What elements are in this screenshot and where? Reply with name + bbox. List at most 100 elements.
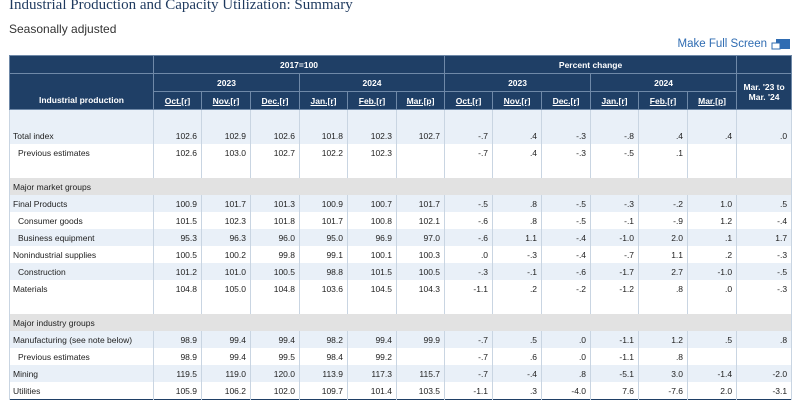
row-label-header: Industrial production [9, 73, 154, 110]
data-row: Previous estimates 98.9 99.4 99.5 98.4 99.2 -.… [9, 348, 793, 365]
month-label: Jan.[r] [601, 95, 628, 106]
empty-cell [395, 161, 446, 178]
month-label: Feb.[r] [649, 95, 677, 106]
row-label: Consumer goods [9, 212, 154, 229]
empty-cell [736, 109, 793, 127]
value-cell: .1 [638, 144, 689, 161]
empty-cell [541, 161, 592, 178]
value-cell: -.1 [590, 212, 640, 229]
month-header: Feb.[r] [347, 91, 397, 110]
value-cell: -.3 [590, 195, 640, 212]
group-header: Percent change [444, 55, 738, 74]
data-row: Manufacturing (see note below) 98.9 99.4 99… [9, 331, 793, 348]
value-cell: 103.6 [299, 280, 348, 297]
change-header: Mar. '23 to Mar. '24 [736, 73, 793, 110]
value-cell: -2.0 [736, 365, 793, 382]
value-cell: 101.5 [347, 263, 397, 280]
empty-cell [395, 348, 446, 365]
value-cell: .0 [444, 246, 494, 263]
value-cell: .4 [492, 127, 543, 144]
value-cell: 119.0 [201, 365, 251, 382]
value-cell: -.8 [590, 127, 640, 144]
month-header: Dec.[r] [541, 91, 592, 110]
section-row: Major market groups [8, 178, 793, 195]
month-header: Feb.[r] [638, 91, 689, 110]
value-cell: -.3 [444, 263, 494, 280]
value-cell: 105.0 [201, 280, 251, 297]
summary-table: 2017=100 Percent change Industrial product… [8, 55, 793, 400]
row-label: Nonindustrial supplies [9, 246, 154, 263]
data-row: Nonindustrial supplies 100.5 100.2 99.8 99.1… [9, 246, 793, 263]
empty-cell [492, 297, 543, 314]
row-label: Total index [9, 127, 154, 144]
value-cell: -1.1 [444, 382, 494, 400]
value-cell: 100.9 [299, 195, 348, 212]
value-cell: -5.1 [590, 365, 640, 382]
value-cell: 103.5 [395, 382, 446, 400]
month-header: Nov.[r] [492, 91, 543, 110]
value-cell: 102.7 [250, 144, 300, 161]
value-cell: 102.3 [347, 127, 397, 144]
data-row: Construction 101.2 101.0 100.5 98.8 101.5 100.… [9, 263, 793, 280]
value-cell: 101.2 [153, 263, 202, 280]
data-row: Previous estimates 102.6 103.0 102.7 102.2 10… [9, 144, 793, 161]
value-cell: -1.0 [590, 229, 640, 246]
empty-cell [492, 109, 543, 127]
full-screen-text[interactable]: Make Full Screen [677, 38, 767, 50]
month-label: Oct.[r] [455, 95, 482, 106]
value-cell: -.4 [541, 246, 592, 263]
value-cell: 100.3 [395, 246, 446, 263]
value-cell: 98.8 [299, 263, 348, 280]
value-cell: 102.6 [153, 144, 202, 161]
value-cell: -.3 [541, 127, 592, 144]
value-cell: 99.4 [201, 331, 251, 348]
value-cell: -.5 [590, 144, 640, 161]
full-screen-link[interactable]: Make Full Screen [678, 38, 791, 50]
empty-cell [444, 297, 494, 314]
value-cell: 101.8 [250, 212, 300, 229]
month-header: Jan.[r] [299, 91, 348, 110]
value-cell: -.7 [444, 127, 494, 144]
empty-cell [541, 297, 592, 314]
value-cell: 102.3 [201, 212, 251, 229]
row-label: Previous estimates [9, 348, 154, 365]
value-cell: .5 [687, 331, 738, 348]
full-screen-icon[interactable] [771, 38, 791, 50]
value-cell: -.5 [541, 195, 592, 212]
value-cell: -1.2 [590, 280, 640, 297]
month-header: Oct.[r] [153, 91, 202, 110]
value-cell: 100.7 [347, 195, 397, 212]
row-label: Mining [9, 365, 154, 382]
value-cell: .8 [638, 280, 689, 297]
month-label: Dec.[r] [552, 95, 580, 106]
value-cell: -.7 [444, 365, 494, 382]
value-cell: -1.1 [444, 280, 494, 297]
empty-cell [201, 109, 251, 127]
data-row: Final Products 100.9 101.7 101.3 100.9 100.7 1… [9, 195, 793, 212]
year-header: 2024 [298, 73, 446, 92]
value-cell: -.5 [541, 212, 592, 229]
value-cell: 104.8 [250, 280, 300, 297]
value-cell: -.6 [444, 212, 494, 229]
value-cell: .0 [541, 331, 592, 348]
value-cell: 103.0 [201, 144, 251, 161]
value-cell: 102.7 [395, 127, 446, 144]
spacer-row [9, 109, 793, 127]
value-cell: .4 [638, 127, 689, 144]
value-cell: .0 [687, 280, 738, 297]
value-cell: -.4 [541, 229, 592, 246]
value-cell: 2.0 [638, 229, 689, 246]
value-cell: 1.0 [687, 195, 738, 212]
section-label: Major industry groups [8, 314, 793, 331]
empty-cell [492, 161, 543, 178]
empty-cell [590, 161, 640, 178]
value-cell: 99.5 [250, 348, 300, 365]
data-row: Materials 104.8 105.0 104.8 103.6 104.5 104.3-… [9, 280, 793, 297]
empty-header [736, 55, 793, 74]
month-header: Oct.[r] [444, 91, 494, 110]
value-cell: 119.5 [153, 365, 202, 382]
month-header: Jan.[r] [590, 91, 640, 110]
value-cell: 100.5 [395, 263, 446, 280]
value-cell: 2.7 [638, 263, 689, 280]
value-cell: 1.7 [736, 229, 793, 246]
